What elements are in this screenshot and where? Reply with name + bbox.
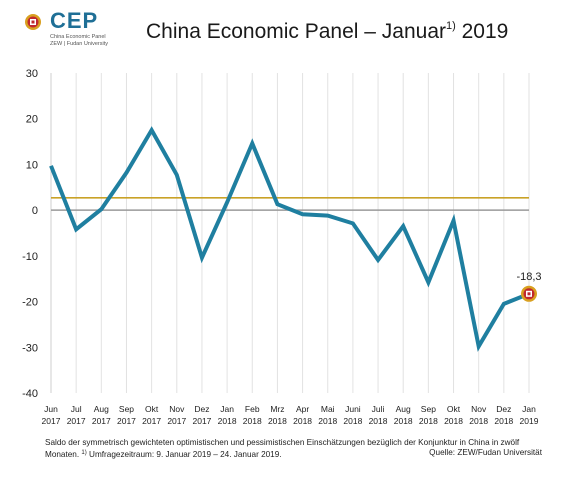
x-tick-month-label: Sep [421,404,436,414]
last-value-label: -18,3 [516,271,541,283]
x-tick-year-label: 2018 [494,416,513,426]
y-tick-label: 30 [26,68,38,80]
x-tick-month-label: Mai [321,404,335,414]
x-tick-year-label: 2018 [444,416,463,426]
x-tick-year-label: 2017 [92,416,111,426]
x-tick-month-label: Juli [372,404,385,414]
x-tick-year-label: 2018 [218,416,237,426]
y-tick-label: 20 [26,114,38,126]
x-tick-month-label: Apr [296,404,309,414]
x-tick-year-label: 2018 [369,416,388,426]
x-tick-month-label: Jul [71,404,82,414]
x-tick-year-label: 2018 [293,416,312,426]
source-note: Quelle: ZEW/Fudan Universität [429,448,542,457]
line-chart: 30 20 10 0 -10 -20 -30 -40 Jun 2017 Jul 2017 Aug 2017… [22,68,542,426]
footnote-marker: 1) [81,450,87,456]
cep-logo-icon [25,14,41,30]
series-line [49,126,530,352]
x-tick-month-label: Jan [522,404,536,414]
cep-logo: CEP China Economic Panel ZEW | Fudan Uni… [24,8,144,50]
x-tick-month-label: Nov [471,404,487,414]
y-tick-label: -10 [22,251,38,263]
x-tick-year-label: 2017 [42,416,61,426]
x-tick-month-label: Okt [447,404,461,414]
last-value-marker-core [527,292,531,296]
y-tick-label: -30 [22,342,38,354]
x-tick-month-label: Aug [396,404,411,414]
x-tick-year-label: 2018 [343,416,362,426]
axis-layer: 30 20 10 0 -10 -20 -30 -40 Jun 2017 Jul 2017 Aug 2017… [22,68,539,426]
title-main: China Economic Panel – Januar [146,20,447,43]
title-footnote-marker: 1) [446,20,456,32]
x-tick-month-label: Nov [169,404,185,414]
data-label-layer: -18,3 [516,271,542,302]
y-tick-label: 0 [32,205,38,217]
x-tick-year-label: 2018 [469,416,488,426]
x-tick-month-label: Jan [220,404,234,414]
x-tick-year-label: 2017 [117,416,136,426]
logo-subtitle: China Economic Panel [50,34,106,40]
footnote-description: Saldo der symmetrisch gewichteten optimi… [45,438,520,459]
x-tick-year-label: 2019 [520,416,539,426]
y-tick-label: -20 [22,297,38,309]
x-tick-month-label: Mrz [270,404,284,414]
y-tick-label: -40 [22,388,38,400]
x-tick-month-label: Dez [194,404,209,414]
x-tick-month-label: Aug [94,404,109,414]
logo-text: CEP [50,8,99,33]
x-tick-month-label: Okt [145,404,159,414]
x-tick-year-label: 2018 [243,416,262,426]
grid-layer [50,73,530,393]
x-tick-year-label: 2018 [318,416,337,426]
x-tick-month-label: Dez [496,404,511,414]
x-tick-month-label: Juni [345,404,361,414]
x-tick-year-label: 2018 [394,416,413,426]
x-tick-year-label: 2017 [142,416,161,426]
y-tick-label: 10 [26,159,38,171]
x-tick-year-label: 2017 [192,416,211,426]
x-tick-year-label: 2018 [268,416,287,426]
x-tick-month-label: Feb [245,404,260,414]
logo-affiliation: ZEW | Fudan University [50,41,108,47]
x-tick-month-label: Jun [44,404,58,414]
page-title: China Economic Panel – Januar1) 2019 [146,20,508,44]
x-tick-month-label: Sep [119,404,134,414]
series-layer [49,126,530,352]
x-tick-year-label: 2017 [167,416,186,426]
chart-footnote: Saldo der symmetrisch gewichteten optimi… [45,437,545,460]
title-year: 2019 [455,20,509,43]
x-tick-year-label: 2018 [419,416,438,426]
x-tick-year-label: 2017 [67,416,86,426]
footnote-survey-period: Umfragezeitraum: 9. Januar 2019 – 24. Ja… [89,450,282,459]
